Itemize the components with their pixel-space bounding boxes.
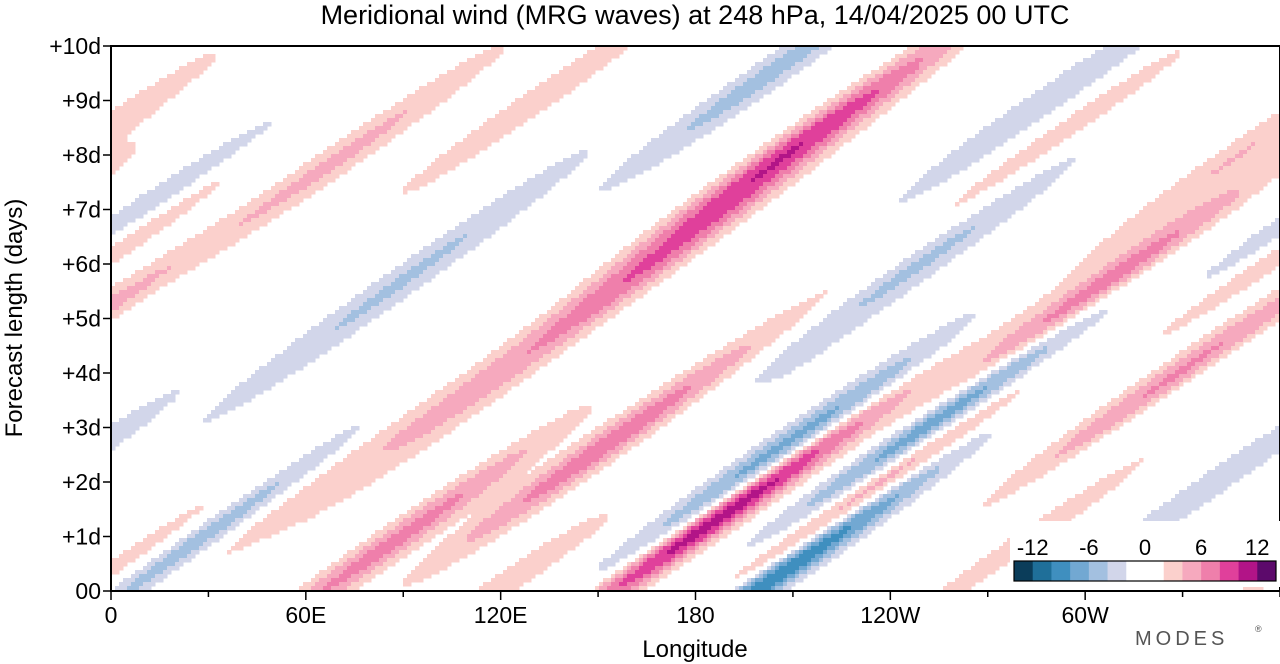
x-axis-label: Longitude — [642, 636, 747, 663]
y-tick-label: +10d — [49, 33, 101, 59]
x-tick-label: 120E — [474, 602, 528, 628]
colorbar-swatch — [1126, 561, 1146, 581]
colorbar-swatch — [1219, 561, 1239, 581]
colorbar-swatch — [1145, 561, 1165, 581]
colorbar-label: 0 — [1139, 535, 1151, 560]
colorbar-swatch — [1182, 561, 1202, 581]
colorbar-swatch — [1107, 561, 1127, 581]
colorbar-swatch — [1238, 561, 1258, 581]
colorbar-swatch — [1163, 561, 1183, 581]
y-tick-label: +7d — [62, 197, 101, 223]
colorbar: -12 -6 0 6 12 — [1010, 521, 1280, 587]
registered-mark: ® — [1255, 624, 1262, 634]
y-axis-ticks: 00 +1d +2d +3d +4d +5d +6d +7d +8d +9d +10d — [49, 33, 111, 604]
y-tick-label: +9d — [62, 88, 101, 114]
colorbar-swatch — [1201, 561, 1221, 581]
x-tick-label: 0 — [105, 602, 118, 628]
y-tick-label: +3d — [62, 415, 101, 441]
x-tick-label: 180 — [676, 602, 714, 628]
x-tick-label: 60W — [1062, 602, 1110, 628]
x-axis-ticks: 0 60E 120E 180 120W 60W — [105, 591, 1280, 628]
y-tick-label: +1d — [62, 524, 101, 550]
colorbar-label: 6 — [1195, 535, 1207, 560]
y-axis-label: Forecast length (days) — [1, 199, 28, 438]
colorbar-swatch — [1014, 561, 1034, 581]
y-tick-label: +5d — [62, 306, 101, 332]
colorbar-swatch — [1070, 561, 1090, 581]
y-tick-label: +6d — [62, 251, 101, 277]
colorbar-label: 12 — [1245, 535, 1269, 560]
chart-title: Meridional wind (MRG waves) at 248 hPa, … — [321, 0, 1070, 30]
colorbar-frame — [1013, 560, 1277, 582]
colorbar-label: -12 — [1017, 535, 1049, 560]
modes-watermark: MODES — [1135, 628, 1228, 650]
wind-contour-field — [111, 46, 1280, 591]
y-tick-label: +4d — [62, 360, 101, 386]
colorbar-swatch — [1051, 561, 1071, 581]
colorbar-swatch — [1032, 561, 1052, 581]
y-tick-label: 00 — [75, 578, 101, 604]
colorbar-label: -6 — [1079, 535, 1099, 560]
colorbar-swatch — [1088, 561, 1108, 581]
x-tick-label: 120W — [860, 602, 920, 628]
colorbar-swatch — [1257, 561, 1277, 581]
y-tick-label: +8d — [62, 142, 101, 168]
y-tick-label: +2d — [62, 469, 101, 495]
x-tick-label: 60E — [285, 602, 326, 628]
